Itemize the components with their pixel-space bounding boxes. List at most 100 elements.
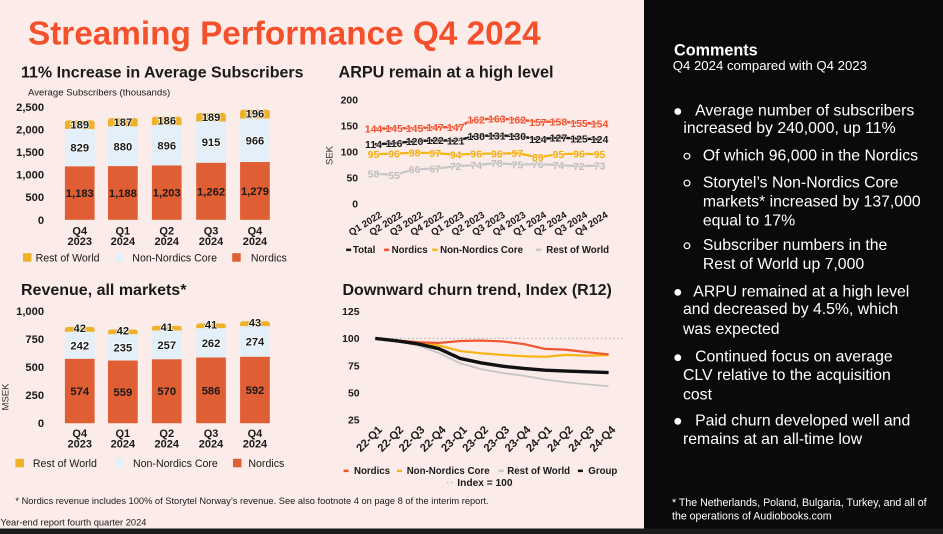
- svg-text:500: 500: [25, 362, 44, 374]
- svg-text:Non-Nordics Core: Non-Nordics Core: [407, 466, 491, 477]
- svg-text:Nordics: Nordics: [248, 458, 284, 470]
- svg-text:74: 74: [553, 160, 565, 172]
- svg-text:Index = 100: Index = 100: [457, 478, 513, 489]
- svg-text:Q4 2024 compared with Q4 2023: Q4 2024 compared with Q4 2023: [673, 58, 867, 73]
- svg-text:42: 42: [74, 323, 86, 335]
- svg-text:147: 147: [426, 122, 444, 134]
- svg-text:158: 158: [550, 116, 568, 128]
- svg-text:1,500: 1,500: [16, 147, 44, 159]
- svg-text:Nordics: Nordics: [251, 253, 287, 265]
- svg-text:121: 121: [447, 136, 465, 148]
- svg-text:122: 122: [426, 135, 444, 147]
- svg-text:125: 125: [342, 307, 360, 318]
- svg-text:Nordics: Nordics: [392, 245, 428, 256]
- svg-text:96: 96: [470, 149, 482, 161]
- svg-text:Year-end report fourth quarter: Year-end report fourth quarter 2024: [1, 517, 147, 527]
- svg-text:25: 25: [348, 415, 360, 426]
- svg-text:124: 124: [591, 134, 609, 146]
- svg-text:145: 145: [406, 123, 424, 135]
- svg-text:2024: 2024: [199, 439, 224, 451]
- svg-text:Rest of World: Rest of World: [33, 458, 97, 470]
- svg-text:250: 250: [25, 390, 44, 402]
- svg-text:96: 96: [388, 149, 400, 161]
- svg-text:1,000: 1,000: [16, 306, 44, 318]
- svg-text:ARPU remain at a high level: ARPU remain at a high level: [339, 64, 554, 82]
- svg-text:1,000: 1,000: [16, 170, 44, 182]
- svg-text:150: 150: [341, 121, 359, 132]
- svg-text:41: 41: [161, 322, 173, 334]
- svg-text:Nordics: Nordics: [354, 466, 390, 477]
- svg-text:124: 124: [529, 134, 547, 146]
- svg-text:increased by 240,000, up 11%: increased by 240,000, up 11%: [683, 120, 895, 137]
- svg-text:189: 189: [202, 112, 221, 124]
- svg-text:Revenue, all markets*: Revenue, all markets*: [21, 282, 187, 299]
- svg-text:CLV relative to the acquisitio: CLV relative to the acquisition: [683, 367, 891, 384]
- svg-text:97: 97: [512, 148, 524, 160]
- svg-text:ARPU remained at a high level: ARPU remained at a high level: [693, 283, 909, 300]
- svg-text:966: 966: [246, 135, 265, 147]
- svg-text:2023: 2023: [68, 439, 92, 451]
- svg-text:274: 274: [246, 336, 265, 348]
- svg-text:2023: 2023: [68, 236, 92, 248]
- svg-text:829: 829: [70, 143, 89, 155]
- svg-text:2024: 2024: [199, 236, 224, 248]
- svg-text:0: 0: [38, 418, 44, 430]
- svg-text:Non-Nordics Core: Non-Nordics Core: [440, 245, 523, 256]
- svg-text:50: 50: [348, 388, 360, 399]
- svg-text:66: 66: [409, 164, 421, 176]
- svg-text:Q3: Q3: [204, 428, 219, 440]
- svg-text:76: 76: [532, 159, 544, 171]
- svg-text:131: 131: [488, 130, 506, 142]
- svg-text:114: 114: [365, 139, 382, 151]
- svg-text:72: 72: [450, 161, 462, 173]
- svg-text:750: 750: [25, 334, 44, 346]
- svg-text:2024: 2024: [111, 439, 136, 451]
- svg-text:58: 58: [368, 168, 380, 180]
- svg-text:equal to 17%: equal to 17%: [703, 212, 795, 229]
- svg-text:144: 144: [365, 124, 383, 136]
- svg-text:remains at an all-time low: remains at an all-time low: [683, 431, 863, 448]
- svg-text:41: 41: [205, 320, 217, 332]
- svg-text:Total: Total: [353, 245, 375, 256]
- svg-text:Subscriber numbers in the: Subscriber numbers in the: [703, 237, 888, 254]
- svg-text:2024: 2024: [155, 236, 180, 248]
- svg-text:55: 55: [388, 170, 400, 182]
- svg-text:the operations of Audiobooks.c: the operations of Audiobooks.com: [672, 511, 832, 523]
- svg-text:98: 98: [409, 148, 421, 160]
- svg-text:0: 0: [352, 199, 358, 210]
- svg-text:Group: Group: [588, 466, 617, 477]
- svg-text:2024: 2024: [155, 439, 180, 451]
- svg-text:Q4: Q4: [248, 428, 264, 440]
- svg-text:157: 157: [529, 117, 547, 129]
- svg-text:559: 559: [114, 387, 133, 399]
- svg-text:1,279: 1,279: [241, 186, 269, 198]
- svg-text:MSEK: MSEK: [1, 383, 12, 411]
- svg-text:42: 42: [117, 325, 129, 337]
- svg-text:1,262: 1,262: [197, 186, 225, 198]
- svg-text:43: 43: [249, 317, 261, 329]
- svg-text:11% Increase in Average Subscr: 11% Increase in Average Subscribers: [21, 65, 304, 82]
- svg-text:Q3: Q3: [204, 226, 219, 238]
- svg-text:155: 155: [570, 118, 588, 130]
- svg-text:was expected: was expected: [682, 321, 780, 338]
- svg-text:130: 130: [509, 131, 527, 143]
- svg-text:120: 120: [406, 136, 424, 148]
- svg-text:72: 72: [573, 161, 585, 173]
- svg-text:235: 235: [114, 342, 133, 354]
- svg-text:162: 162: [467, 114, 485, 126]
- svg-text:586: 586: [202, 385, 221, 397]
- svg-text:154: 154: [591, 118, 609, 130]
- svg-text:Comments: Comments: [674, 41, 758, 59]
- svg-text:145: 145: [385, 123, 403, 135]
- svg-text:2024: 2024: [243, 439, 268, 451]
- svg-text:Storytel’s Non-Nordics Core: Storytel’s Non-Nordics Core: [703, 175, 899, 192]
- svg-text:Q1: Q1: [116, 226, 131, 238]
- svg-text:574: 574: [70, 386, 89, 398]
- svg-text:markets* increased by 137,000: markets* increased by 137,000: [703, 193, 921, 210]
- svg-text:189: 189: [70, 119, 89, 131]
- svg-text:Q2: Q2: [159, 428, 174, 440]
- svg-text:880: 880: [114, 141, 133, 153]
- svg-text:* Nordics revenue includes 100: * Nordics revenue includes 100% of Story…: [15, 496, 488, 506]
- svg-text:Paid churn developed well and: Paid churn developed well and: [695, 412, 910, 429]
- svg-text:74: 74: [470, 160, 482, 172]
